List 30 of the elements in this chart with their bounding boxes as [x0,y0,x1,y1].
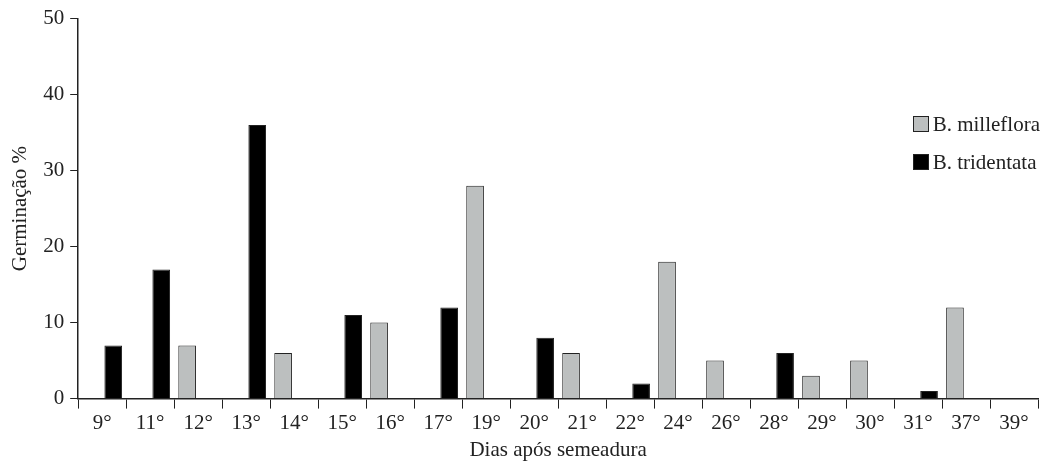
x-tick-label: 14° [279,409,309,434]
y-tick-label: 50 [43,5,65,30]
y-tick-label: 10 [43,309,65,334]
legend-label: B. milleflora [932,111,1040,138]
x-tick-label: 16° [375,409,405,434]
x-tick-label: 13° [231,409,261,434]
x-tick-label: 37° [951,409,981,434]
y-tick-label: 40 [43,81,65,106]
x-tick-label: 19° [471,409,501,434]
x-tick-label: 26° [711,409,741,434]
x-tick-label: 39° [999,409,1029,434]
y-tick-label: 20 [43,233,65,258]
x-tick-label: 15° [327,409,357,434]
x-tick-label: 20° [519,409,549,434]
x-tick-label: 11° [135,409,165,434]
x-tick-label: 30° [855,409,885,434]
y-tick-label: 0 [53,385,65,410]
x-tick-label: 9° [92,409,112,434]
x-tick-label: 22° [615,409,645,434]
y-axis-title: Germinação % [7,145,32,272]
x-tick-label: 24° [663,409,693,434]
x-tick-label: 17° [423,409,453,434]
x-tick-label: 28° [759,409,789,434]
x-tick-label: 21° [567,409,597,434]
x-tick-label: 31° [903,409,933,434]
legend-label: B. tridentata [932,149,1037,176]
x-axis-title: Dias após semeadura [469,436,648,461]
y-tick-label: 30 [43,157,65,182]
x-tick-label: 12° [183,409,213,434]
x-tick-label: 29° [807,409,837,434]
